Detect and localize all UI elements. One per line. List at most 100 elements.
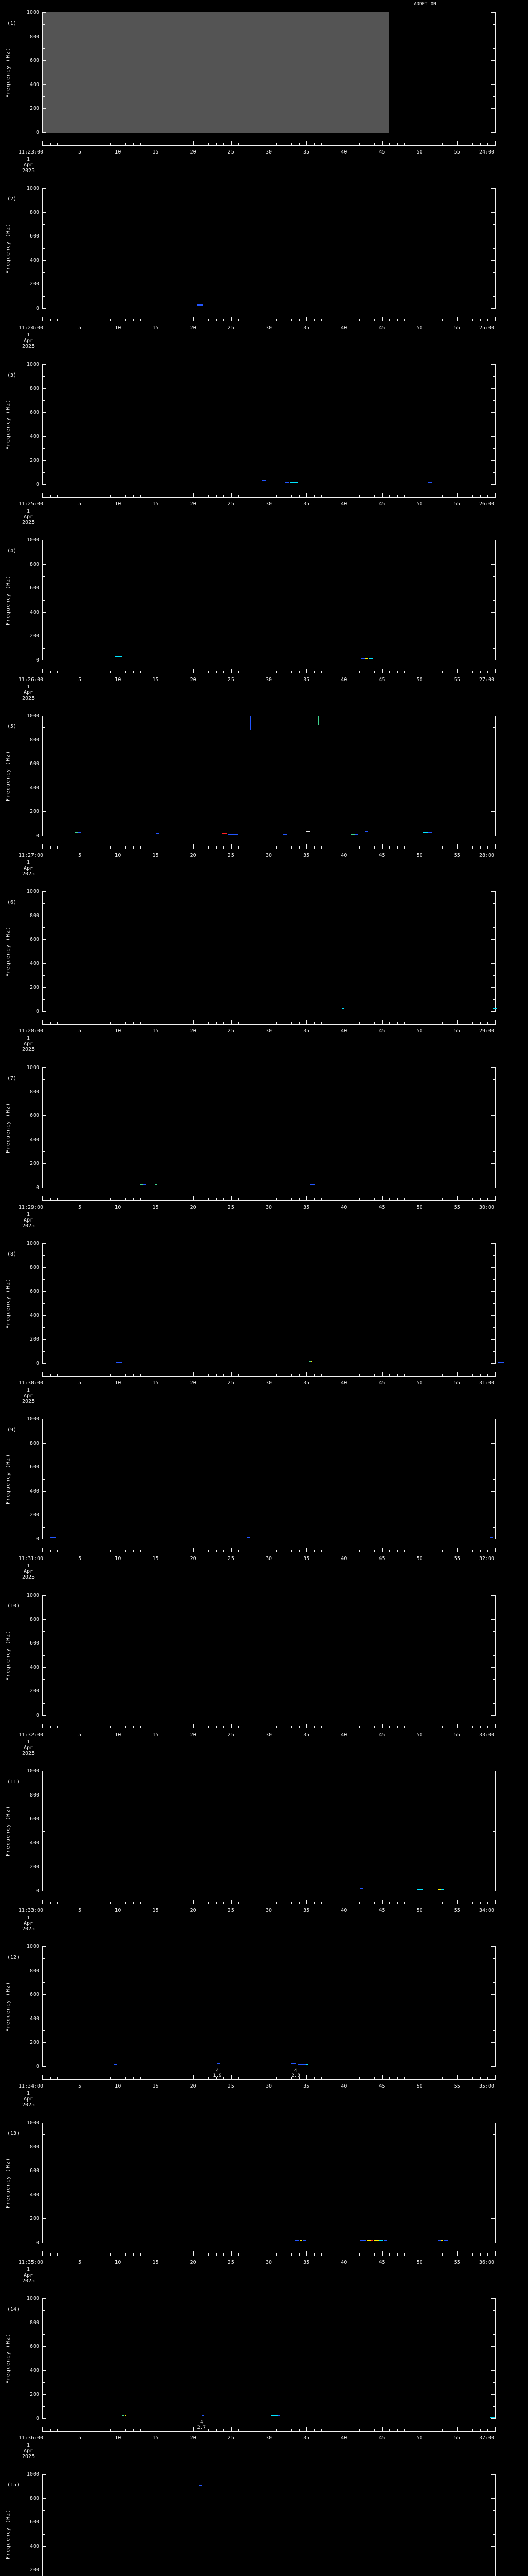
freq-tick	[493, 2510, 495, 2511]
freq-tick	[43, 1327, 45, 1328]
time-tick-label: 55	[454, 325, 460, 331]
date-label: Apr	[23, 2273, 34, 2278]
time-tick-label: 25	[227, 677, 234, 683]
time-tick	[487, 671, 488, 673]
freq-tick	[493, 376, 495, 377]
time-tick	[442, 1198, 443, 1200]
time-tick	[299, 846, 300, 849]
time-tick-label: 40	[341, 677, 348, 683]
addet-on-label: ADDET_ON	[414, 2, 436, 7]
freq-tick	[491, 2498, 495, 2499]
time-tick	[314, 2253, 315, 2256]
freq-tick	[493, 648, 495, 649]
time-tick	[397, 495, 398, 497]
time-tick-label: 10	[114, 1908, 121, 1913]
freq-tick	[43, 987, 46, 988]
freq-tick	[43, 412, 46, 413]
detection-mark	[124, 2415, 126, 2417]
time-tick-label: 25	[227, 1556, 234, 1562]
time-tick	[457, 1372, 458, 1376]
time-tick	[457, 141, 458, 145]
time-tick-label: 50	[416, 2260, 423, 2265]
time-tick	[495, 141, 496, 145]
freq-tick-label: 200	[29, 2567, 39, 2573]
time-tick	[208, 1902, 209, 1904]
freq-tick	[493, 24, 495, 25]
freq-tick	[43, 2370, 46, 2371]
time-tick	[216, 1550, 217, 1552]
time-tick	[480, 671, 481, 673]
time-tick-label: 55	[454, 149, 460, 155]
time-tick	[133, 143, 134, 145]
freq-tick	[493, 1527, 495, 1528]
freq-tick	[43, 400, 45, 401]
freq-tick-label: 1000	[26, 713, 39, 719]
freq-tick	[491, 1163, 495, 1164]
time-tick	[374, 846, 375, 849]
time-tick	[133, 1198, 134, 1200]
time-tick	[389, 143, 390, 145]
time-tick-label: 20	[190, 853, 196, 858]
time-tick	[238, 495, 239, 497]
freq-tick	[493, 1679, 495, 1680]
time-tick	[442, 1022, 443, 1024]
freq-tick-label: 1000	[26, 1768, 39, 1774]
time-tick	[193, 493, 194, 497]
time-tick	[442, 143, 443, 145]
freq-tick-label: 200	[29, 1512, 39, 1518]
time-tick	[216, 1374, 217, 1376]
time-tick	[208, 2429, 209, 2431]
freq-tick	[493, 600, 495, 601]
time-tick-label: 40	[341, 2083, 348, 2089]
time-tick	[110, 319, 111, 321]
freq-tick	[43, 2334, 45, 2335]
detection-mark	[310, 1361, 312, 1362]
time-tick	[472, 846, 473, 849]
time-tick	[442, 1726, 443, 1728]
freq-tick	[43, 1079, 45, 1080]
freq-tick	[43, 564, 46, 565]
end-time-label: 24:00	[478, 149, 495, 155]
time-tick	[472, 1374, 473, 1376]
panel-index-label: (15)	[7, 2482, 20, 2488]
time-tick	[306, 1548, 307, 1552]
time-tick	[42, 1196, 43, 1200]
time-tick	[359, 1726, 360, 1728]
time-tick	[321, 2253, 322, 2256]
detection-mark	[122, 2415, 125, 2417]
detection-mark	[369, 658, 374, 659]
detection-mark	[367, 2240, 371, 2241]
time-tick	[140, 143, 141, 145]
spectrogram-panel: (5) Frequency (Hz) 0 200 400 600 800 1000 5 10 15 2…	[0, 703, 528, 879]
freq-tick	[43, 612, 46, 613]
time-tick	[42, 141, 43, 145]
freq-tick	[43, 24, 45, 25]
time-tick	[314, 1374, 315, 1376]
time-tick-label: 30	[265, 2435, 272, 2441]
time-tick	[216, 495, 217, 497]
freq-tick	[43, 927, 45, 928]
time-tick-label: 50	[416, 1028, 423, 1034]
time-tick-label: 50	[416, 1732, 423, 1738]
date-label: Apr	[23, 1745, 34, 1751]
freq-tick-label: 0	[36, 1361, 39, 1366]
time-tick	[140, 1374, 141, 1376]
time-tick-label: 25	[227, 149, 234, 155]
time-tick-label: 50	[416, 2083, 423, 2089]
time-tick-label: 15	[152, 2435, 159, 2441]
freq-tick	[43, 2474, 46, 2475]
freq-tick	[43, 308, 46, 309]
time-tick-label: 25	[227, 1028, 234, 1034]
time-tick	[230, 1020, 232, 1024]
time-tick	[389, 2077, 390, 2079]
freq-tick-label: 0	[36, 306, 39, 311]
freq-tick	[43, 1255, 45, 1256]
freq-tick	[43, 1655, 45, 1656]
freq-tick-label: 200	[29, 1864, 39, 1870]
time-tick	[140, 1550, 141, 1552]
time-tick	[291, 2429, 292, 2431]
time-tick-label: 25	[227, 1380, 234, 1386]
time-tick	[223, 495, 224, 497]
time-tick	[238, 1726, 239, 1728]
time-tick	[223, 2253, 224, 2256]
